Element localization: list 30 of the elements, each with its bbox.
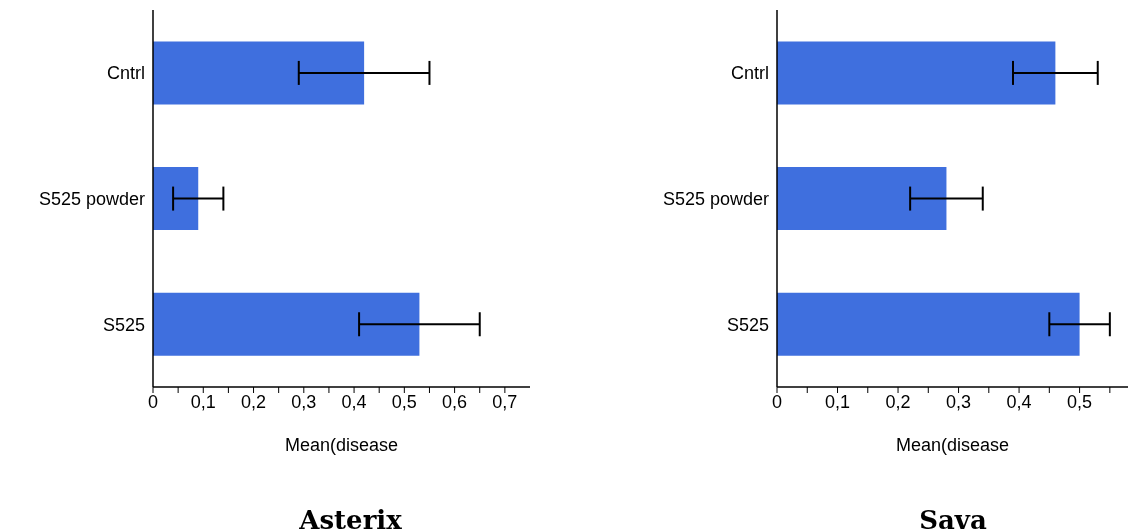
x-axis-title: Mean(disease [284,435,399,455]
bar [777,292,1080,356]
x-tick-label: 0,4 [341,391,367,412]
bar [153,167,199,231]
x-tick-label: 0,5 [391,391,417,412]
text: Asterix [298,505,403,531]
bar [777,41,1056,105]
x-tick-label: 0,7 [492,391,518,412]
x-tick-label: 0,1 [190,391,216,412]
x-tick-label: 0,1 [825,391,851,412]
x-tick-label: 0,4 [1006,391,1032,412]
x-tick-label: 0,3 [946,391,972,412]
y-tick-label: S525 [726,314,769,335]
y-tick-label: S525 powder [662,188,769,209]
y-tick-label: Cntrl [106,63,145,84]
x-tick-label: 0,6 [442,391,468,412]
x-tick-label: 0,2 [241,391,267,412]
x-axis-title: Mean(disease [895,435,1010,455]
bar [153,41,365,105]
x-tick-label: 0 [147,391,159,412]
x-tick-label: 0,2 [885,391,911,412]
bar [153,292,420,356]
x-tick-label: 0 [771,391,783,412]
text: Sava [918,505,988,531]
x-tick-label: 0,5 [1067,391,1093,412]
x-tick-label: 0,3 [291,391,317,412]
y-tick-label: Cntrl [730,63,769,84]
y-tick-label: S525 powder [38,188,145,209]
bar [777,167,947,231]
y-tick-label: S525 [102,314,145,335]
